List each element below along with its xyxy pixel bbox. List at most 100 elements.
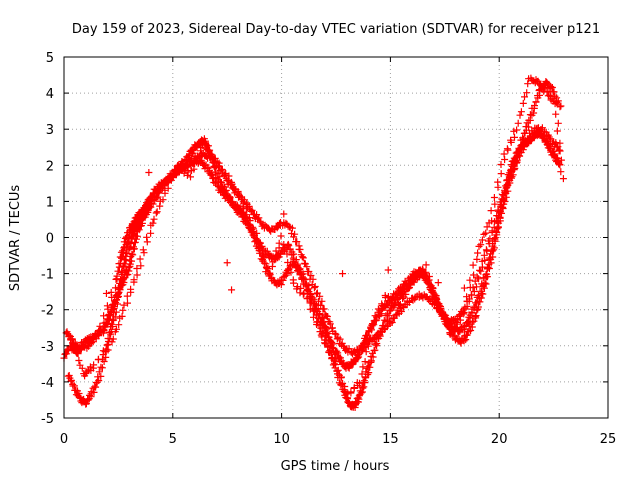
- data-points: [60, 74, 567, 411]
- data-point: [145, 169, 153, 177]
- data-point-cluster: [559, 175, 567, 183]
- data-point-cluster: [317, 331, 336, 361]
- y-tick-label: 4: [46, 87, 54, 102]
- data-point-cluster: [446, 310, 468, 338]
- data-point: [384, 266, 392, 274]
- data-point-cluster: [330, 357, 349, 395]
- data-point-cluster: [530, 124, 545, 135]
- data-point-cluster: [89, 340, 112, 372]
- data-point: [102, 289, 110, 297]
- data-point-cluster: [147, 184, 163, 202]
- data-point-cluster: [239, 198, 257, 233]
- data-point: [280, 210, 288, 218]
- data-point-cluster: [557, 102, 565, 110]
- data-point-cluster: [556, 160, 564, 168]
- data-point: [460, 284, 468, 292]
- data-point-cluster: [459, 255, 481, 314]
- data-point-cluster: [478, 270, 491, 298]
- data-point-cluster: [484, 242, 498, 272]
- x-tick-label: 15: [382, 432, 399, 447]
- chart-title: Day 159 of 2023, Sidereal Day-to-day VTE…: [72, 22, 600, 37]
- data-point-cluster: [265, 239, 283, 280]
- series-track-d: [67, 74, 567, 402]
- data-point: [228, 286, 236, 294]
- data-point-cluster: [409, 290, 423, 304]
- data-point-cluster: [67, 333, 86, 372]
- data-point-cluster: [181, 154, 198, 169]
- y-tick-label: 5: [46, 51, 54, 66]
- data-point-cluster: [356, 339, 371, 353]
- data-point-cluster: [295, 245, 311, 271]
- data-point-cluster: [353, 387, 366, 403]
- x-tick-label: 25: [600, 432, 617, 447]
- y-tick-label: -1: [41, 268, 54, 283]
- y-tick-label: -2: [41, 304, 54, 319]
- data-point-cluster: [500, 127, 518, 163]
- y-tick-label: -3: [41, 340, 54, 355]
- data-point-cluster: [356, 326, 375, 387]
- data-point-cluster: [187, 144, 205, 181]
- y-tick-label: -4: [41, 376, 54, 391]
- data-point-cluster: [487, 161, 505, 225]
- data-point-cluster: [174, 161, 192, 179]
- data-point-cluster: [303, 294, 324, 336]
- series-isolated-points: [102, 169, 468, 297]
- data-point-cluster: [210, 175, 224, 194]
- data-point-cluster: [112, 259, 125, 283]
- data-point-cluster: [252, 229, 270, 276]
- data-point: [273, 252, 281, 260]
- data-point-cluster: [199, 141, 219, 162]
- data-point-cluster: [87, 377, 103, 396]
- y-tick-label: 0: [46, 232, 54, 247]
- data-point-cluster: [109, 291, 122, 321]
- data-point: [339, 270, 347, 278]
- data-point-cluster: [513, 80, 532, 134]
- data-point-cluster: [288, 257, 302, 275]
- y-tick-label: 2: [46, 159, 54, 174]
- data-point-cluster: [96, 284, 119, 330]
- x-tick-label: 20: [491, 432, 508, 447]
- y-tick-label: 1: [46, 195, 54, 210]
- data-point-cluster: [90, 326, 105, 343]
- data-point-cluster: [313, 289, 328, 313]
- y-axis-label: SDTVAR / TECUs: [8, 185, 23, 292]
- data-point-cluster: [474, 219, 493, 257]
- data-point-cluster: [543, 88, 559, 108]
- data-point: [434, 279, 442, 287]
- data-point-cluster: [358, 373, 370, 392]
- grid-lines: [64, 57, 608, 418]
- x-axis-label: GPS time / hours: [281, 459, 390, 474]
- data-point-cluster: [211, 159, 233, 180]
- data-point-cluster: [80, 363, 95, 380]
- data-point-cluster: [105, 316, 118, 338]
- x-tick-label: 5: [169, 432, 177, 447]
- data-point-cluster: [513, 141, 528, 166]
- data-point-cluster: [94, 353, 110, 381]
- data-point-cluster: [530, 87, 543, 112]
- data-point-cluster: [64, 372, 78, 390]
- data-point-cluster: [491, 213, 504, 244]
- data-point-cluster: [552, 99, 565, 176]
- data-point-cluster: [379, 306, 395, 330]
- data-point-cluster: [147, 196, 167, 229]
- data-point-cluster: [395, 280, 414, 309]
- x-tick-label: 10: [273, 432, 290, 447]
- x-tick-label: 0: [60, 432, 68, 447]
- data-point: [223, 259, 231, 267]
- data-point-cluster: [116, 243, 128, 262]
- data-point-cluster: [471, 294, 485, 320]
- data-point-cluster: [422, 261, 440, 306]
- y-tick-label: -5: [41, 412, 54, 427]
- y-tick-label: 3: [46, 123, 54, 138]
- data-point-cluster: [329, 327, 346, 348]
- data-point-cluster: [344, 379, 362, 402]
- data-point-cluster: [409, 265, 427, 284]
- data-point-cluster: [225, 177, 245, 201]
- data-point-cluster: [251, 211, 267, 230]
- data-point-cluster: [120, 271, 141, 309]
- data-point-cluster: [108, 306, 127, 346]
- data-point-cluster: [478, 237, 493, 271]
- data-point-cluster: [161, 166, 179, 197]
